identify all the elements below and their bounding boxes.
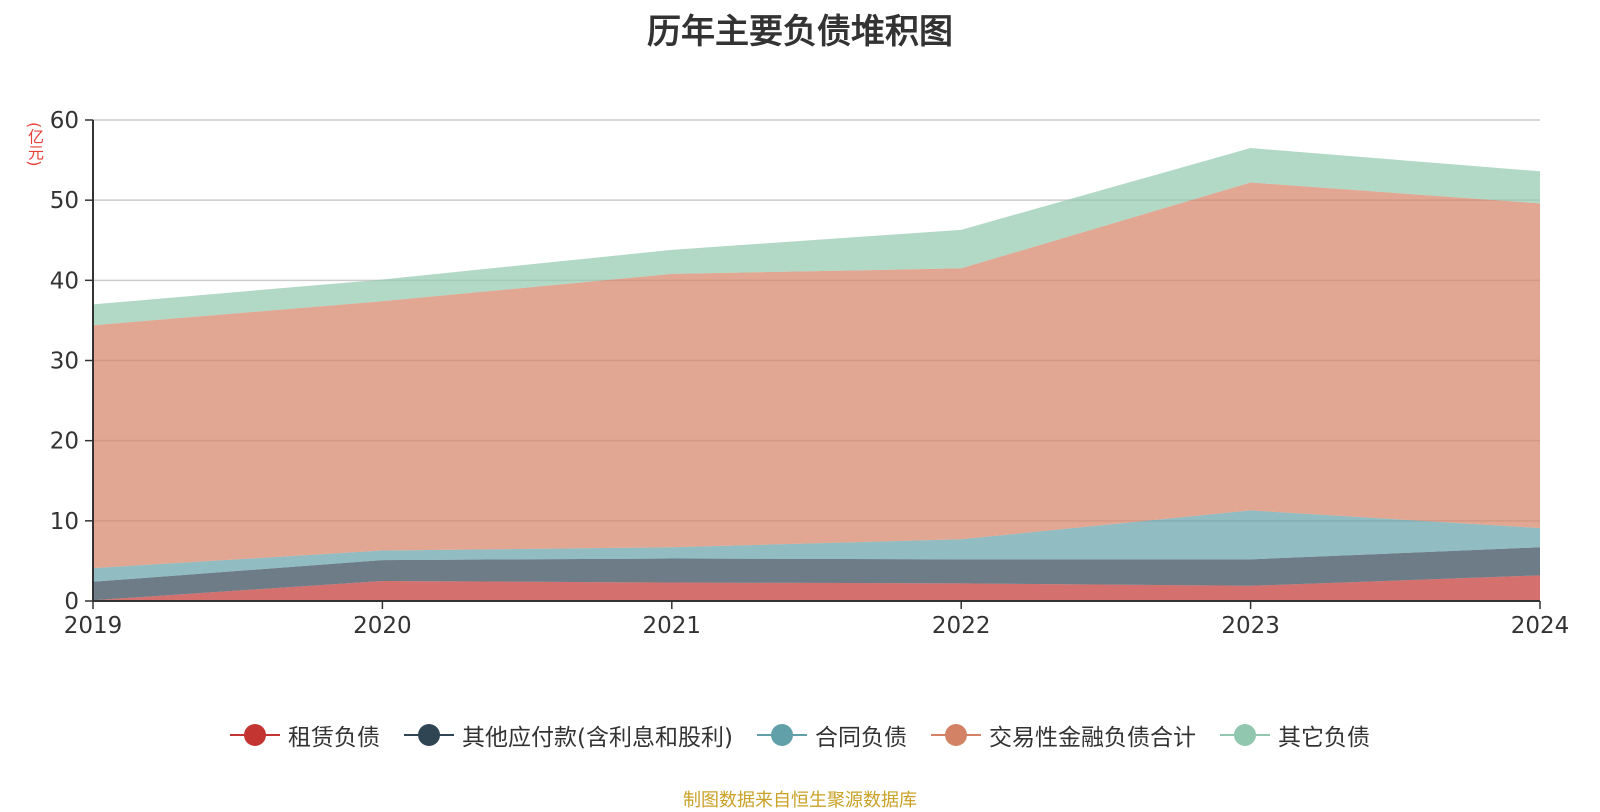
y-tick-label: 30: [50, 349, 79, 375]
legend-label: 合同负债: [814, 725, 907, 751]
legend: 租赁负债 其他应付款(含利息和股利) 合同负债 交易性金融负债合计 其它负债: [0, 718, 1600, 752]
area-租赁负债: [93, 575, 1540, 601]
area-其它负债: [93, 148, 1540, 326]
stacked-area-chart: 0 10 20 30 40 50 60 2019 2020 2021 2022 2023 2024: [50, 108, 1570, 639]
legend-marker-dot: [770, 724, 793, 746]
legend-item[interactable]: 其它负债: [1219, 718, 1370, 752]
x-tick-label: 2021: [643, 613, 702, 639]
chart-title: 历年主要负债堆积图: [647, 12, 953, 52]
legend-marker-dot: [944, 724, 967, 746]
x-tick-label: 2024: [1511, 613, 1570, 639]
area-series: [93, 148, 1540, 601]
legend-item[interactable]: 其他应付款(含利息和股利): [404, 718, 733, 752]
legend-marker-icon: [1219, 723, 1270, 747]
x-tick-label: 2022: [932, 613, 991, 639]
y-tick-label: 60: [50, 108, 79, 134]
area-合同负债: [93, 510, 1540, 582]
legend-marker-icon: [930, 723, 981, 747]
legend-label: 其他应付款(含利息和股利): [462, 725, 733, 751]
x-tick-label: 2020: [353, 613, 412, 639]
legend-item[interactable]: 交易性金融负债合计: [930, 718, 1196, 752]
y-tick-label: 50: [50, 188, 79, 214]
legend-marker-dot: [418, 724, 441, 746]
y-tick-label: 0: [64, 589, 79, 615]
legend-marker-dot: [244, 724, 267, 746]
legend-marker-icon: [756, 723, 807, 747]
legend-label: 交易性金融负债合计: [988, 725, 1196, 751]
x-tick-label: 2019: [64, 613, 123, 639]
legend-marker-icon: [230, 723, 281, 747]
y-tick-label: 20: [50, 429, 79, 455]
legend-label: 其它负债: [1277, 725, 1370, 751]
legend-marker-icon: [404, 723, 455, 747]
data-source-note: 制图数据来自恒生聚源数据库: [683, 790, 917, 811]
legend-marker-dot: [1233, 724, 1256, 746]
area-交易性金融负债合计: [93, 182, 1540, 569]
y-tick-label: 10: [50, 509, 79, 535]
y-axis-unit-label: (亿元): [25, 122, 44, 167]
x-tick-label: 2023: [1221, 613, 1280, 639]
axes: 0 10 20 30 40 50 60 2019 2020 2021 2022 2023 2024: [50, 108, 1570, 639]
y-tick-label: 40: [50, 268, 79, 294]
legend-label: 租赁负债: [288, 725, 381, 751]
legend-item[interactable]: 合同负债: [756, 718, 907, 752]
legend-item[interactable]: 租赁负债: [230, 718, 380, 752]
area-其他应付款(含利息和股利): [93, 547, 1540, 601]
